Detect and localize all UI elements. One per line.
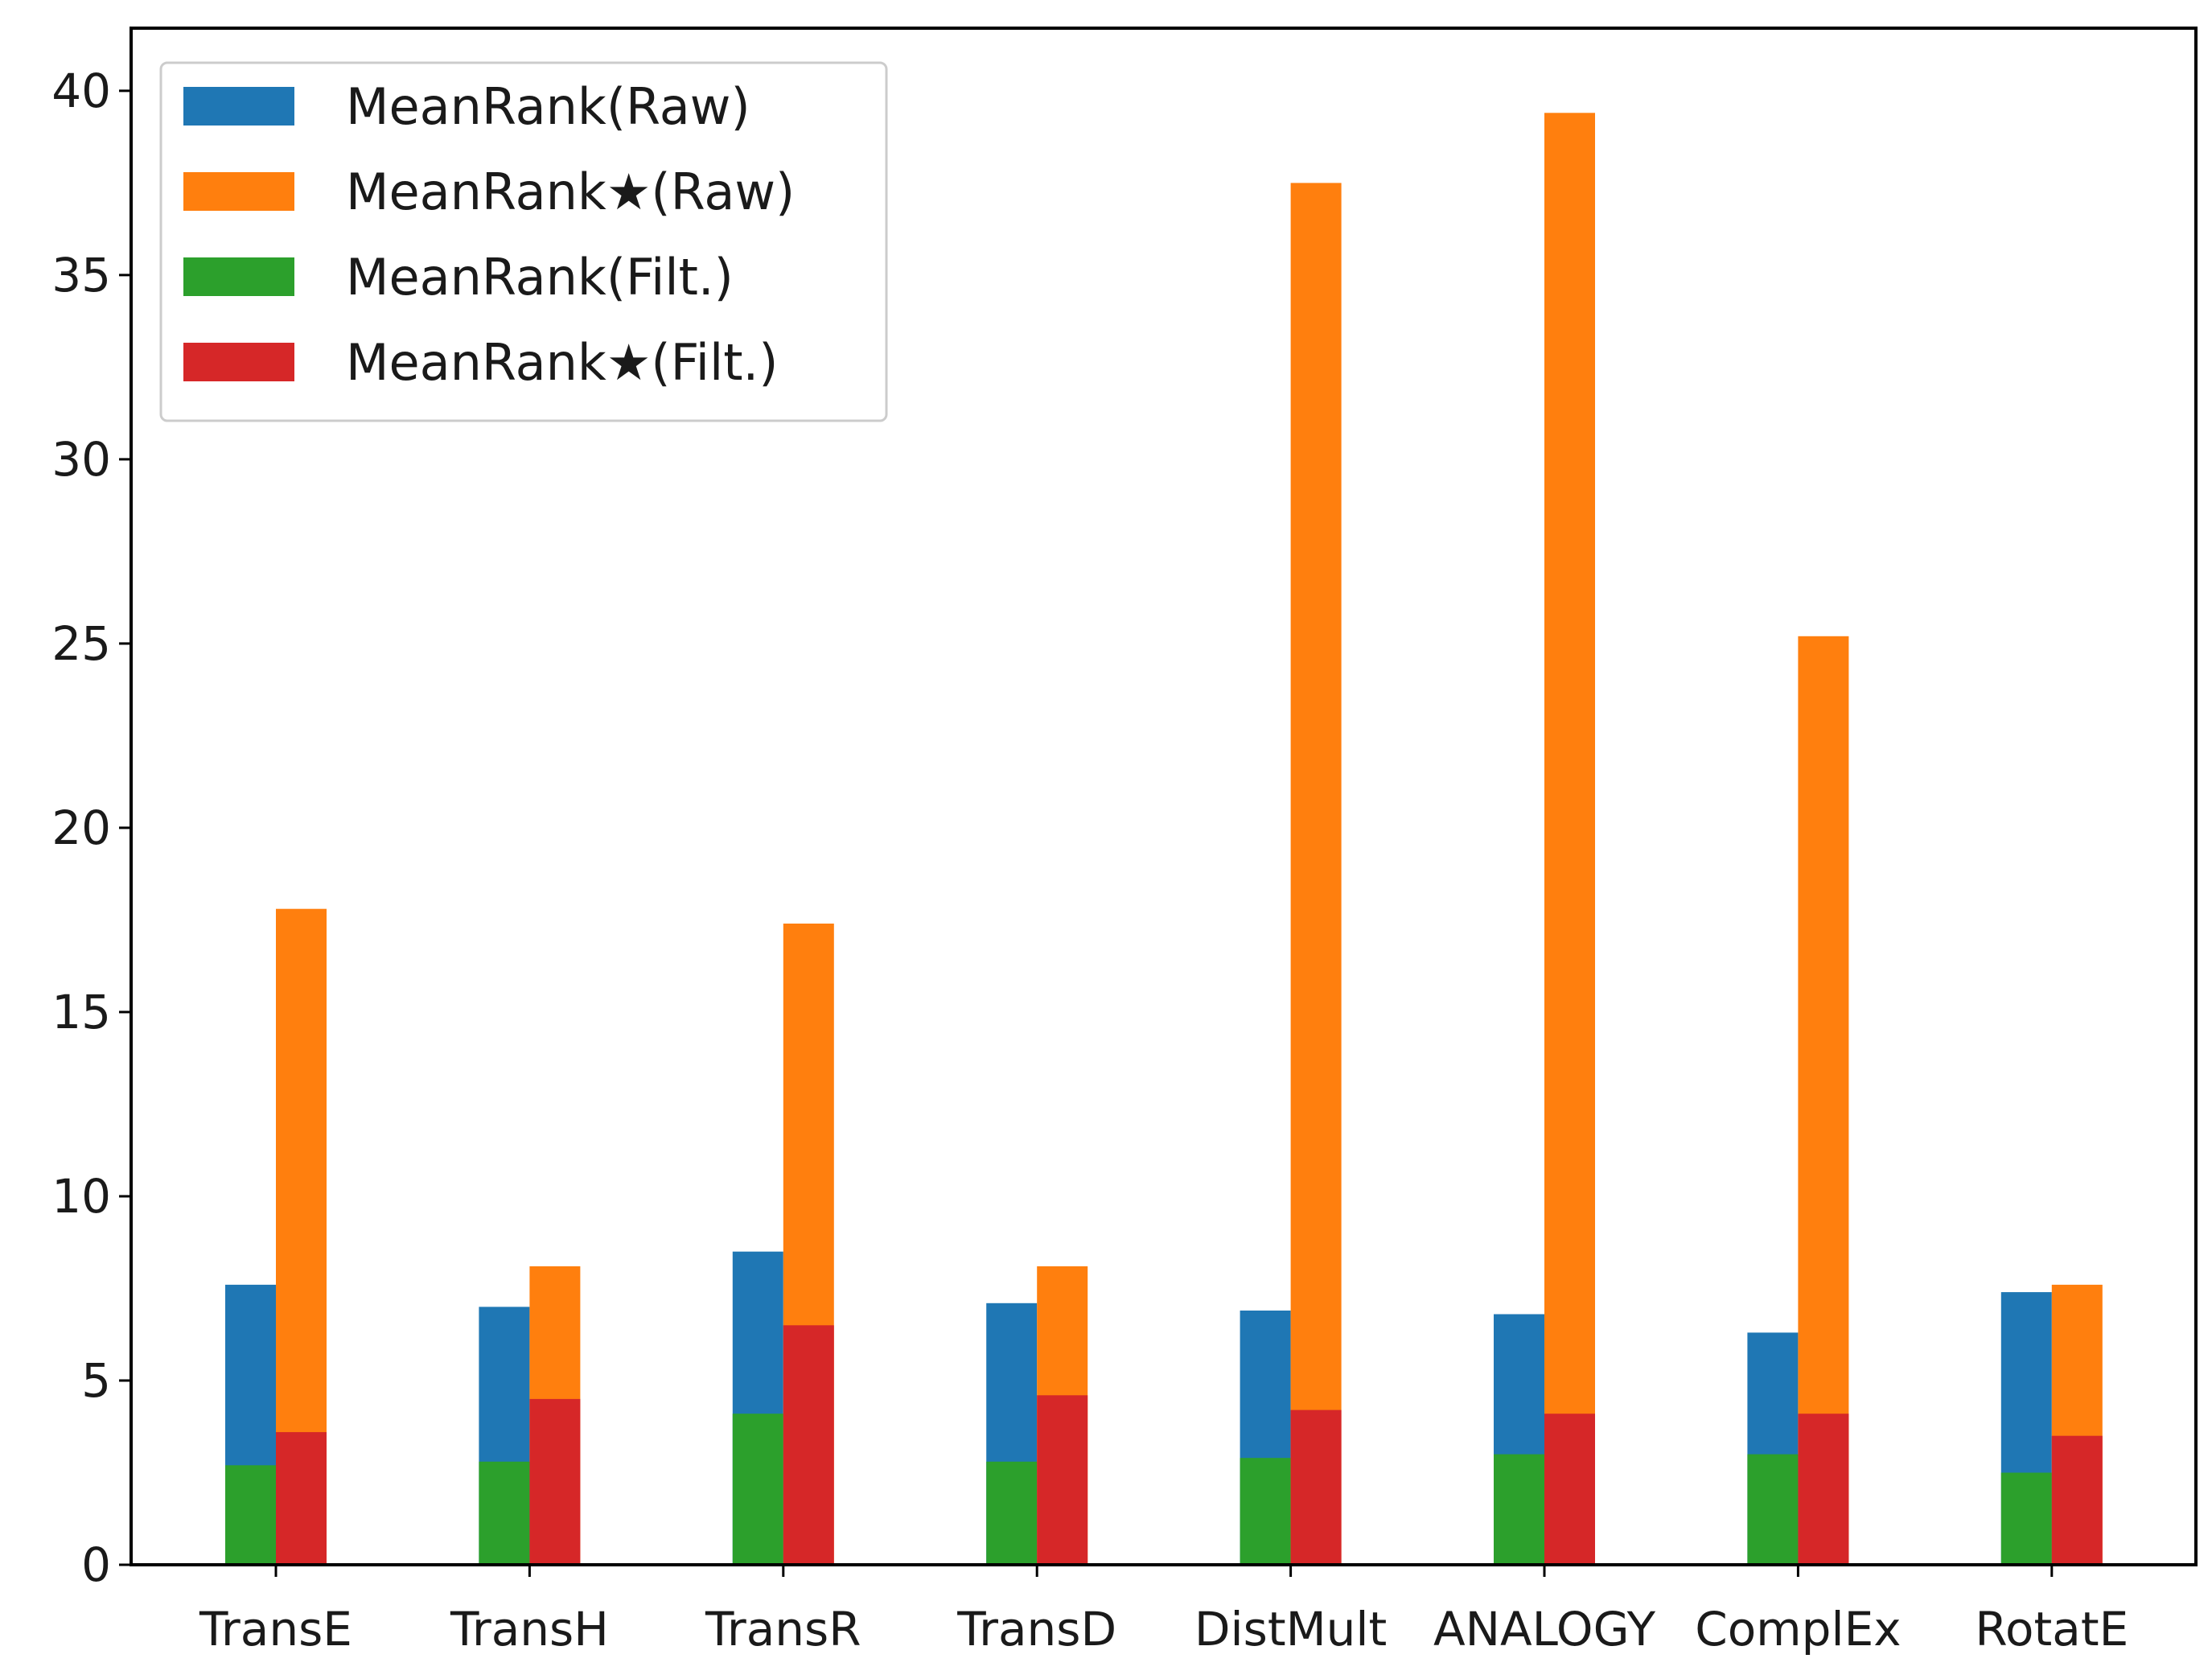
bar-meanrank-filt-transd xyxy=(986,1461,1038,1565)
y-tick-label: 20 xyxy=(51,800,111,855)
y-tick-label: 5 xyxy=(81,1353,111,1408)
bar-meanrank-filt-transr xyxy=(732,1414,783,1565)
legend: MeanRank(Raw) MeanRank★(Raw) MeanRank(Filt… xyxy=(159,61,888,422)
bar-meanrank-star-filt-distmult xyxy=(1290,1410,1342,1565)
y-axis: 0 5 10 15 20 25 30 35 40 xyxy=(51,64,131,1592)
bar-meanrank-star-filt-transe xyxy=(276,1432,327,1565)
y-tick-label: 30 xyxy=(51,432,111,487)
x-tick-label: TransD xyxy=(956,1602,1116,1656)
x-tick-label: TransE xyxy=(199,1602,352,1656)
bar-meanrank-star-raw-complex xyxy=(1798,636,1849,1565)
x-tick-label: TransH xyxy=(450,1602,609,1656)
y-tick-label: 0 xyxy=(81,1537,111,1592)
y-tick-label: 40 xyxy=(51,64,111,118)
x-tick-label: ComplEx xyxy=(1695,1602,1901,1656)
legend-swatch xyxy=(183,87,294,126)
bar-meanrank-filt-complex xyxy=(1747,1454,1799,1565)
legend-swatch xyxy=(183,343,294,381)
bar-meanrank-filt-rotate xyxy=(2000,1472,2052,1565)
bar-meanrank-filt-analogy xyxy=(1494,1454,1544,1565)
y-tick-label: 10 xyxy=(51,1169,111,1224)
x-tick-label: TransR xyxy=(705,1602,861,1656)
bar-meanrank-star-filt-rotate xyxy=(2051,1435,2103,1565)
legend-swatch xyxy=(183,172,294,211)
bar-meanrank-star-filt-transd xyxy=(1037,1395,1088,1565)
x-tick-label: RotatE xyxy=(1975,1602,2128,1656)
legend-box xyxy=(159,61,888,422)
legend-label: MeanRank★(Raw) xyxy=(346,163,795,221)
legend-swatch xyxy=(183,257,294,296)
bar-meanrank-filt-distmult xyxy=(1240,1458,1291,1565)
bar-meanrank-star-filt-transh xyxy=(529,1398,581,1565)
y-tick-label: 25 xyxy=(51,616,111,671)
legend-label: MeanRank★(Filt.) xyxy=(346,333,778,392)
bar-meanrank-star-filt-transr xyxy=(783,1325,834,1565)
plot-frame xyxy=(130,27,2198,1566)
bars-group xyxy=(225,113,2103,1565)
y-tick-label: 35 xyxy=(51,248,111,302)
legend-label: MeanRank(Raw) xyxy=(346,77,750,136)
x-tick-label: ANALOGY xyxy=(1433,1602,1656,1656)
bar-meanrank-star-filt-analogy xyxy=(1544,1414,1595,1565)
bar-meanrank-star-raw-analogy xyxy=(1544,113,1595,1565)
bar-meanrank-star-raw-distmult xyxy=(1290,183,1342,1565)
x-axis: TransE TransH TransR TransD DistMult ANALOGY C… xyxy=(199,1565,2128,1656)
x-tick-label: DistMult xyxy=(1194,1602,1387,1656)
bar-meanrank-filt-transh xyxy=(479,1461,530,1565)
bar-meanrank-filt-transe xyxy=(225,1465,276,1565)
y-tick-label: 15 xyxy=(51,985,111,1039)
legend-label: MeanRank(Filt.) xyxy=(346,248,734,307)
bar-meanrank-star-filt-complex xyxy=(1798,1414,1849,1565)
